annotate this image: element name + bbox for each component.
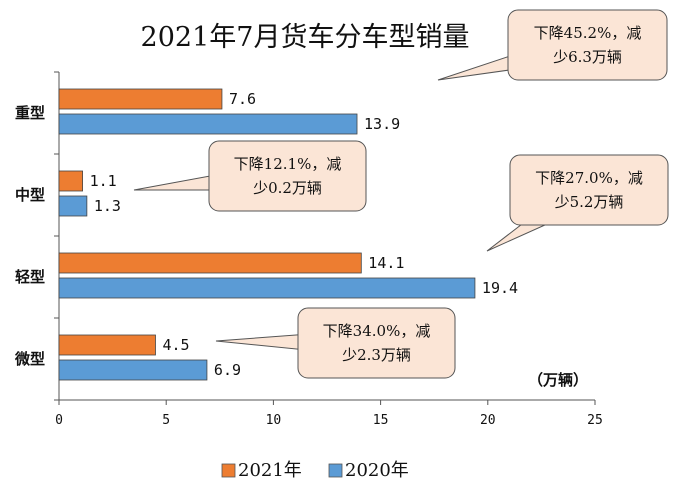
data-label: 1.1 [90, 172, 117, 190]
x-tick-label: 25 [587, 413, 603, 428]
legend-label-2021: 2021年 [238, 460, 302, 481]
data-label: 13.9 [364, 115, 400, 133]
legend-swatch-2020 [328, 463, 343, 478]
category-label: 中型 [15, 186, 45, 204]
bar-2020 [58, 359, 208, 381]
callout-text: 少6.3万辆 [553, 48, 622, 66]
category-label: 重型 [15, 104, 45, 122]
callout-bubble: 下降34.0%，减少2.3万辆 [215, 307, 456, 379]
x-tick-label: 20 [480, 413, 496, 428]
x-tick-label: 5 [162, 413, 170, 428]
callout-bubble: 下降45.2%，减少6.3万辆 [437, 9, 668, 81]
callout-text: 下降12.1%，减 [234, 155, 342, 173]
bar-2020 [58, 195, 88, 217]
data-label: 7.6 [229, 90, 256, 108]
legend: 2021年 2020年 [221, 460, 409, 481]
x-tick-label: 15 [373, 413, 389, 428]
callout-box-fill [511, 156, 667, 224]
callout-text: 少2.3万辆 [342, 346, 411, 364]
bar-2021 [58, 170, 83, 192]
chart-title: 2021年7月货车分车型销量 [141, 22, 470, 53]
x-tick-label: 0 [55, 413, 63, 428]
callout-box-fill [299, 309, 454, 377]
callout-text: 下降45.2%，减 [534, 24, 642, 42]
data-label: 4.5 [162, 336, 189, 354]
bar-2020 [58, 277, 476, 299]
unit-label: （万辆） [528, 371, 588, 389]
callout-box-fill [509, 11, 666, 79]
category-label: 轻型 [15, 268, 45, 286]
legend-label-2020: 2020年 [345, 460, 409, 481]
x-tick-label: 10 [266, 413, 282, 428]
category-label: 微型 [14, 350, 45, 368]
bar-2020 [58, 113, 358, 135]
callout-box-fill [210, 142, 365, 210]
callout-bubble: 下降12.1%，减少0.2万辆 [133, 140, 367, 212]
data-label: 6.9 [214, 361, 241, 379]
callout-bubble: 下降27.0%，减少5.2万辆 [486, 154, 669, 252]
legend-swatch-2021 [221, 463, 236, 478]
callout-text: 下降34.0%，减 [323, 322, 431, 340]
data-label: 14.1 [368, 254, 404, 272]
data-label: 1.3 [94, 197, 121, 215]
bar-2021 [58, 252, 362, 274]
callout-text: 下降27.0%，减 [535, 169, 643, 187]
data-label: 19.4 [482, 279, 518, 297]
bar-2021 [58, 334, 156, 356]
callout-text: 少5.2万辆 [555, 193, 624, 211]
callout-text: 少0.2万辆 [253, 179, 322, 197]
bar-2021 [58, 88, 223, 110]
